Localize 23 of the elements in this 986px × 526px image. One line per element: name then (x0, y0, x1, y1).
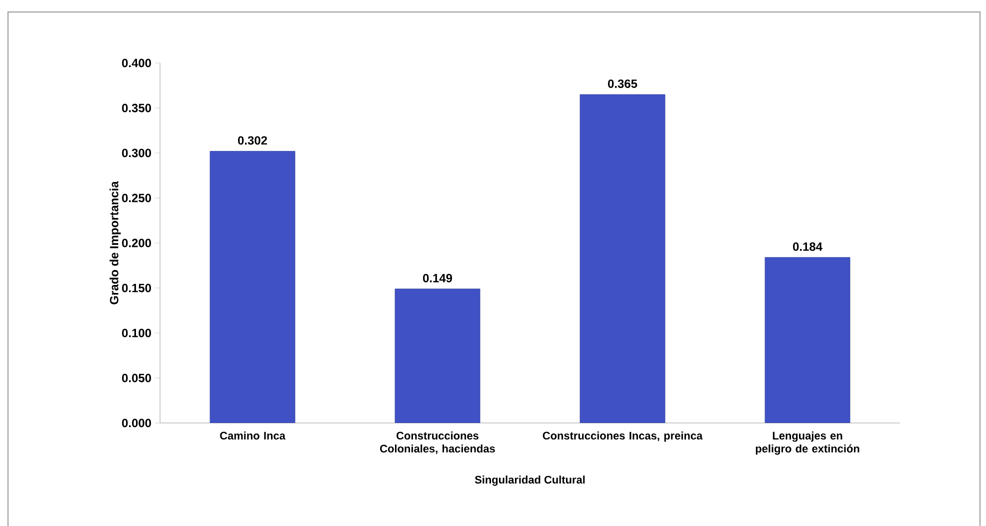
x-tick-label: Lenguajes en peligro de extinción (756, 432, 860, 455)
x-axis-title: Singularidad Cultural (474, 476, 585, 486)
bar (764, 257, 850, 423)
y-tick-label: 0.350 (122, 104, 151, 112)
data-label: 0.149 (423, 274, 452, 282)
y-tick-label: 0.200 (122, 238, 151, 248)
data-label: 0.365 (608, 79, 638, 88)
bar (210, 150, 296, 423)
x-tick-label: Construcciones Incas, preinca (542, 432, 703, 442)
data-label: 0.302 (238, 136, 267, 145)
bar (580, 94, 666, 423)
y-tick-label: 0.050 (122, 374, 151, 382)
y-tick-label: 0.250 (122, 194, 151, 202)
y-tick-label: 0.100 (122, 328, 151, 338)
y-axis-title: Grado de Importancia (110, 181, 121, 304)
data-label: 0.184 (793, 242, 822, 251)
y-tick-label: 0.300 (122, 148, 151, 158)
y-tick-label: 0.400 (122, 58, 151, 68)
x-tick-label: Construcciones Coloniales, haciendas (380, 432, 495, 454)
x-tick-label: Camino Inca (220, 432, 286, 440)
bar (394, 288, 480, 423)
y-tick-label: 0.000 (122, 418, 151, 428)
y-tick-label: 0.150 (122, 284, 151, 292)
